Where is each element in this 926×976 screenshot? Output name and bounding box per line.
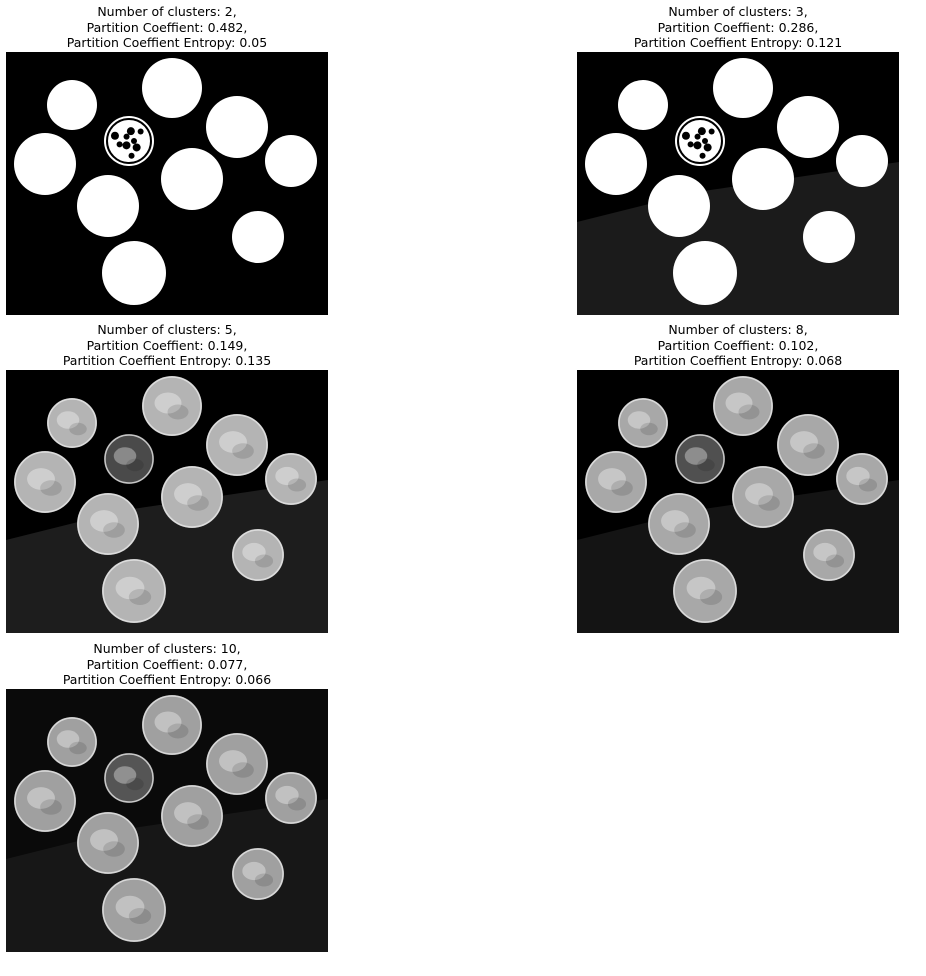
partition-coefficient-label: Partition Coeffient: 0.482, [86,19,248,35]
coin [585,133,647,195]
coin [618,80,668,130]
segmentation-panel-2: Number of clusters: 3, Partition Coeffie… [577,4,899,315]
coin [206,733,268,795]
segmented-coins-image [577,52,899,315]
coin [102,559,166,623]
clusters-label: Number of clusters: 2, [97,4,237,19]
partition-entropy-label: Partition Coeffient Entropy: 0.135 [62,353,272,368]
partition-entropy-label: Partition Coeffient Entropy: 0.05 [66,35,268,50]
coin [675,116,725,166]
coin [142,695,202,755]
coin [232,211,284,263]
coin [803,211,855,263]
coin [77,812,139,874]
segmentation-panel-1: Number of clusters: 2, Partition Coeffie… [6,4,328,315]
coin [104,116,154,166]
panel-title: Number of clusters: 5, Partition Coeffie… [6,322,328,369]
partition-coefficient-label: Partition Coeffient: 0.102, [657,337,819,353]
coin [618,398,668,448]
coins-svg [6,689,328,952]
segmented-coins-image [6,52,328,315]
coin [47,717,97,767]
coins-svg [577,52,899,315]
coin [675,434,725,484]
coin [14,133,76,195]
coin [713,58,773,118]
partition-entropy-label: Partition Coeffient Entropy: 0.121 [633,35,843,50]
coin [265,772,317,824]
coin [673,241,737,305]
coin [648,493,710,555]
coin [803,529,855,581]
coin [104,434,154,484]
segmentation-panel-4: Number of clusters: 8, Partition Coeffie… [577,322,899,633]
partition-entropy-label: Partition Coeffient Entropy: 0.066 [62,672,272,687]
clusters-label: Number of clusters: 3, [668,4,808,19]
coins-svg [6,52,328,315]
partition-coefficient-label: Partition Coeffient: 0.077, [86,656,248,672]
table-shadow-region [577,480,899,633]
coin [161,148,223,210]
table-shadow-region [577,162,899,315]
coin [77,493,139,555]
clusters-label: Number of clusters: 10, [93,641,241,656]
coin [47,80,97,130]
clusters-label: Number of clusters: 5, [97,322,237,337]
partition-coefficient-label: Partition Coeffient: 0.149, [86,337,248,353]
coin [673,559,737,623]
panel-title: Number of clusters: 2, Partition Coeffie… [6,4,328,51]
coins-svg [6,370,328,633]
coin [836,453,888,505]
coin [265,453,317,505]
segmented-coins-image [6,370,328,633]
coin [265,135,317,187]
partition-coefficient-label: Partition Coeffient: 0.286, [657,19,819,35]
coin [732,466,794,528]
coin [777,414,839,476]
clusters-label: Number of clusters: 8, [668,322,808,337]
table-shadow-region [6,799,328,952]
coin [648,175,710,237]
segmented-coins-image [6,689,328,952]
coin [142,376,202,436]
coin [142,58,202,118]
segmentation-panel-3: Number of clusters: 5, Partition Coeffie… [6,322,328,633]
coin [836,135,888,187]
coin [102,878,166,942]
coin [14,451,76,513]
coin [585,451,647,513]
table-shadow-region [6,480,328,633]
coin [161,785,223,847]
coin [161,466,223,528]
coin [47,398,97,448]
coin [206,414,268,476]
coin [104,753,154,803]
coin [77,175,139,237]
coins-svg [577,370,899,633]
partition-entropy-label: Partition Coeffient Entropy: 0.068 [633,353,843,368]
coin [206,96,268,158]
segmentation-panel-5: Number of clusters: 10, Partition Coeffi… [6,641,328,952]
coin [777,96,839,158]
coin [713,376,773,436]
panel-title: Number of clusters: 3, Partition Coeffie… [577,4,899,51]
segmented-coins-image [577,370,899,633]
coin [102,241,166,305]
panel-title: Number of clusters: 10, Partition Coeffi… [6,641,328,688]
coin [732,148,794,210]
coin [14,770,76,832]
coin [232,848,284,900]
coin [232,529,284,581]
panel-title: Number of clusters: 8, Partition Coeffie… [577,322,899,369]
